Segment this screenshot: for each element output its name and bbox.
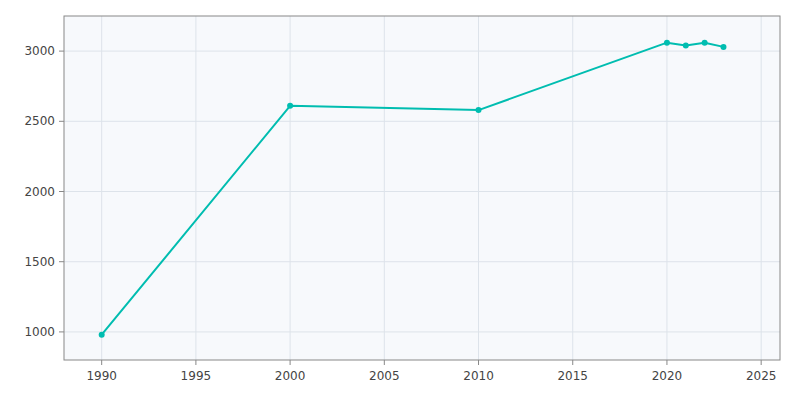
x-grid-line: [101, 16, 102, 360]
x-grid-line: [290, 16, 291, 360]
axes: 1990 1995 2000 2005 2010 2015 2020 2025 1000 1500…: [24, 16, 780, 383]
series: [99, 40, 727, 338]
chart-container: 1990 1995 2000 2005 2010 2015 2020 2025 1000 1500…: [0, 0, 800, 400]
y-tick-label: 1000: [24, 325, 55, 339]
y-tick: [59, 331, 64, 332]
x-tick: [290, 360, 291, 365]
y-tick-label: 3000: [24, 44, 55, 58]
point: [702, 40, 708, 46]
x-tick: [101, 360, 102, 365]
x-tick: [195, 360, 196, 365]
x-tick: [666, 360, 667, 365]
y-tick-label: 2000: [24, 185, 55, 199]
x-grid-line: [572, 16, 573, 360]
x-grid-line: [761, 16, 762, 360]
point: [664, 40, 670, 46]
y-tick-label: 2500: [24, 114, 55, 128]
plot-background: [64, 16, 780, 360]
point: [720, 44, 726, 50]
point: [287, 103, 293, 109]
y-grid-line: [64, 261, 780, 262]
x-tick: [761, 360, 762, 365]
y-tick-label: 1500: [24, 255, 55, 269]
x-tick-label: 1995: [181, 369, 212, 383]
y-grid-line: [64, 331, 780, 332]
point: [683, 42, 689, 48]
y-tick: [59, 261, 64, 262]
x-tick-label: 2015: [557, 369, 588, 383]
y-tick: [59, 191, 64, 192]
y-tick: [59, 51, 64, 52]
y-grid-line: [64, 51, 780, 52]
y-grid-line: [64, 191, 780, 192]
x-grid-line: [666, 16, 667, 360]
point: [476, 107, 482, 113]
x-grid-line: [195, 16, 196, 360]
x-tick: [384, 360, 385, 365]
x-grid-line: [384, 16, 385, 360]
x-tick-label: 1990: [86, 369, 117, 383]
x-tick-label: 2005: [369, 369, 400, 383]
y-tick: [59, 121, 64, 122]
plot-frame: [64, 16, 780, 360]
x-tick: [572, 360, 573, 365]
point: [99, 332, 105, 338]
x-tick-label: 2010: [463, 369, 494, 383]
x-grid-line: [478, 16, 479, 360]
x-tick-label: 2020: [652, 369, 683, 383]
x-tick: [478, 360, 479, 365]
line: [102, 43, 724, 335]
x-tick-label: 2025: [746, 369, 777, 383]
chart: 1990 1995 2000 2005 2010 2015 2020 2025 1000 1500…: [0, 0, 800, 400]
y-grid-line: [64, 121, 780, 122]
x-tick-label: 2000: [275, 369, 306, 383]
grid: [64, 16, 780, 360]
